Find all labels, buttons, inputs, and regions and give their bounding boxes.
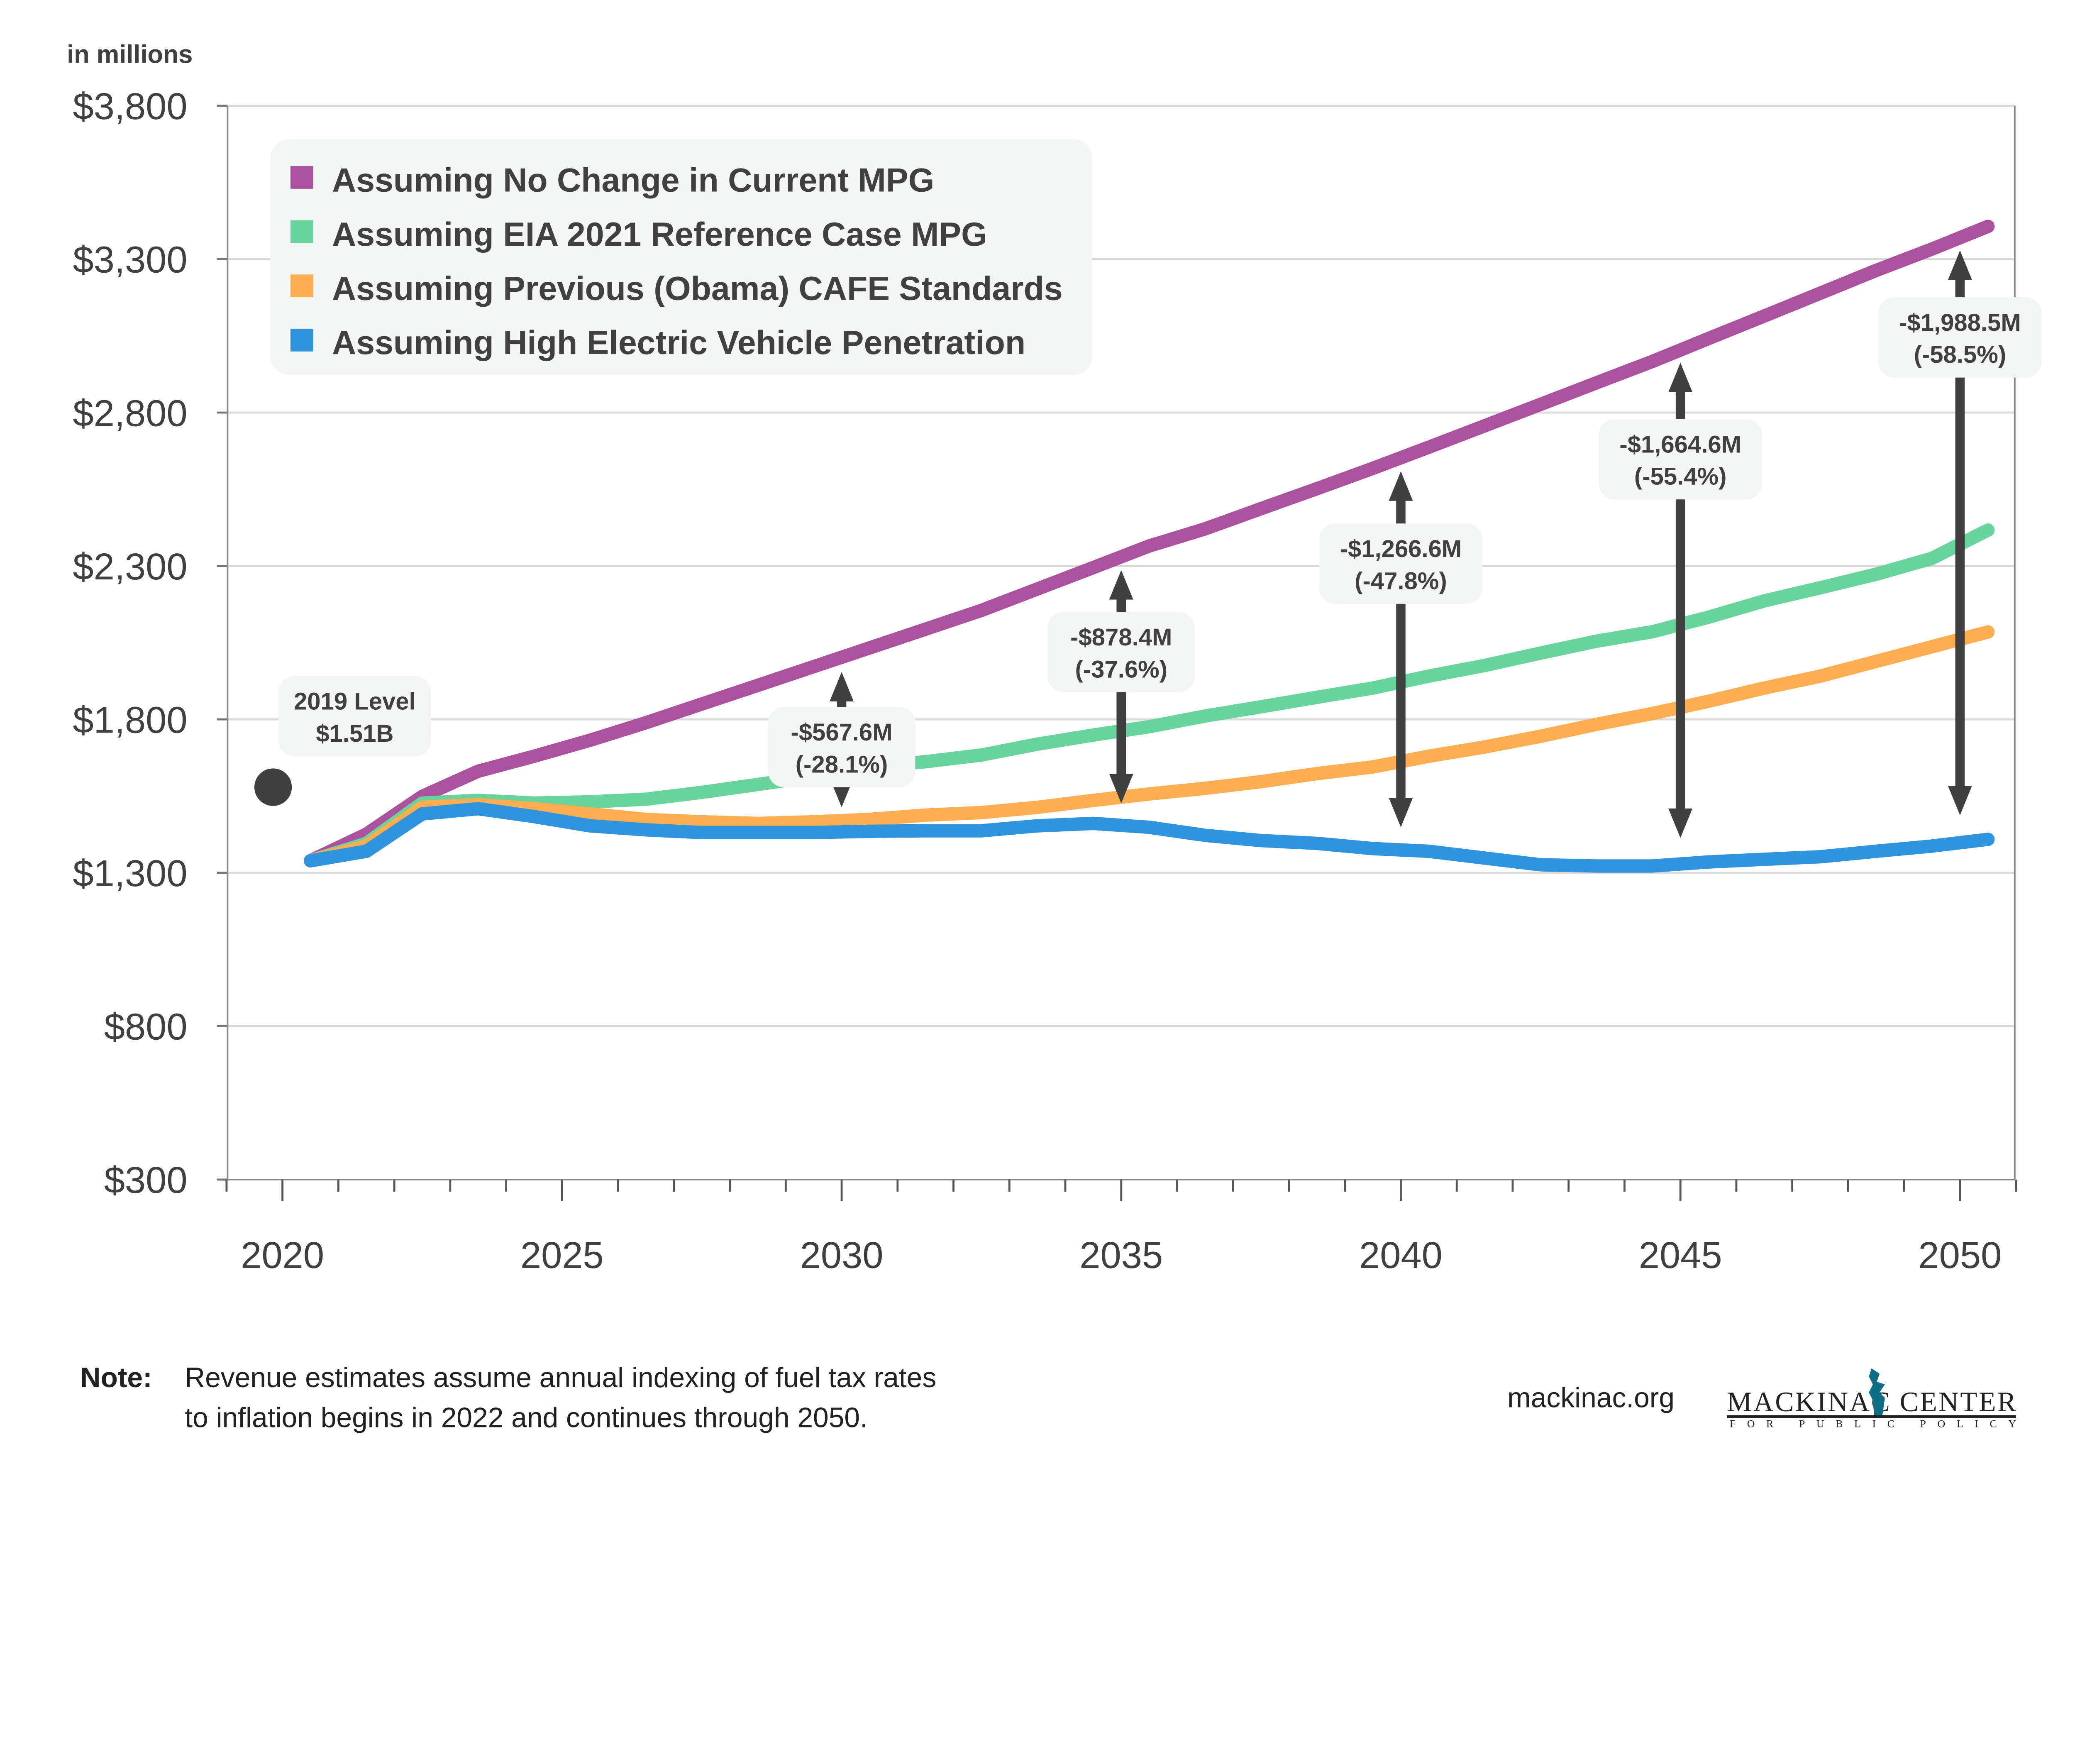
legend-item-label: Assuming No Change in Current MPG (332, 161, 934, 199)
annotation-percent: (-37.6%) (1075, 656, 1167, 683)
annotation-box (1319, 523, 1483, 604)
difference-annotation: -$1,266.6M (-47.8%) (1319, 471, 1483, 827)
series-line (303, 625, 1995, 867)
reference-label-line-2: $1.51B (316, 720, 393, 747)
annotation-amount: -$1,988.5M (1899, 309, 2021, 336)
legend-swatch (290, 328, 313, 352)
arrow-down-icon (1109, 774, 1133, 804)
series-line (303, 802, 1995, 873)
x-tick-label: 2020 (241, 1234, 324, 1276)
arrow-up-icon (1948, 250, 1972, 280)
y-axis-unit-label: in millions (67, 40, 193, 68)
series-lines (303, 220, 1995, 873)
annotation-amount: -$1,664.6M (1619, 431, 1741, 458)
y-tick-label: $3,800 (73, 86, 187, 127)
legend: Assuming No Change in Current MPG Assumin… (270, 139, 1093, 375)
arrow-up-icon (1109, 570, 1133, 600)
annotation-box (768, 707, 915, 787)
reference-label-box (278, 676, 431, 757)
annotation-amount: -$878.4M (1070, 624, 1172, 651)
x-tick-label: 2040 (1359, 1234, 1443, 1276)
arrow-down-icon (1389, 797, 1413, 827)
footer-note: Note: Revenue estimates assume annual in… (81, 1362, 937, 1434)
logo-rule (1727, 1415, 2016, 1418)
x-tick-label: 2025 (520, 1234, 604, 1276)
annotation-percent: (-55.4%) (1634, 463, 1727, 490)
y-tick-label: $1,300 (73, 853, 187, 894)
x-axis: 2020 2025 2030 2035 2040 2045 2050 (225, 1178, 2017, 1276)
revenue-line-chart: in millions $300 $800 $1,300 $1,800 $2,300 $2… (67, 40, 2042, 1434)
annotation-amount: -$567.6M (791, 719, 892, 746)
x-tick-label: 2045 (1639, 1234, 1722, 1276)
annotation-percent: (-28.1%) (796, 751, 888, 778)
legend-swatch (290, 220, 313, 243)
legend-item-label: Assuming High Electric Vehicle Penetrati… (332, 324, 1025, 362)
legend-item-label: Assuming EIA 2021 Reference Case MPG (332, 216, 987, 253)
y-tick-label: $300 (104, 1159, 188, 1201)
y-tick-label: $2,800 (73, 392, 187, 434)
annotation-box (1047, 612, 1195, 692)
difference-annotation: -$878.4M (-37.6%) (1047, 570, 1195, 804)
x-tick-label: 2030 (800, 1234, 884, 1276)
x-tick-label: 2050 (1918, 1234, 2002, 1276)
series-line (303, 220, 1995, 867)
x-tick-label: 2035 (1079, 1234, 1163, 1276)
legend-swatch (290, 274, 313, 298)
reference-point: 2019 Level $1.51B (254, 676, 431, 806)
annotation-amount: -$1,266.6M (1340, 535, 1462, 562)
y-tick-label: $1,800 (73, 699, 187, 741)
arrow-up-icon (830, 672, 854, 701)
annotations: -$567.6M (-28.1%) -$878.4M (-37.6%) -$1,266.… (768, 250, 2042, 838)
reference-dot (254, 768, 292, 806)
difference-annotation: -$1,664.6M (-55.4%) (1599, 362, 1762, 838)
legend-item-label: Assuming Previous (Obama) CAFE Standards (332, 270, 1063, 308)
annotation-box (1878, 297, 2042, 378)
reference-label-line-1: 2019 Level (294, 688, 416, 715)
difference-annotation: -$1,988.5M (-58.5%) (1878, 250, 2042, 816)
annotation-percent: (-58.5%) (1914, 341, 2007, 368)
y-tick-label: $800 (104, 1006, 188, 1048)
annotation-percent: (-47.8%) (1355, 567, 1447, 594)
arrow-up-icon (1668, 362, 1693, 392)
arrow-up-icon (1389, 471, 1413, 501)
michigan-icon (1869, 1368, 1885, 1417)
note-line-2: to inflation begins in 2022 and continue… (185, 1402, 868, 1434)
series-line (303, 523, 1995, 867)
arrow-down-icon (1668, 808, 1693, 838)
legend-box (270, 139, 1093, 375)
logo-subtext: FOR PUBLIC POLICY (1730, 1418, 2016, 1430)
website-link[interactable]: mackinac.org (1507, 1382, 1675, 1413)
annotation-box (1599, 419, 1762, 500)
difference-annotation: -$567.6M (-28.1%) (768, 672, 915, 807)
legend-swatch (290, 166, 313, 189)
note-line-1: Revenue estimates assume annual indexing… (185, 1362, 936, 1393)
arrow-down-icon (1948, 786, 1972, 816)
y-axis: $300 $800 $1,300 $1,800 $2,300 $2,800 $3,300 $3… (73, 86, 2016, 1201)
note-label: Note: (81, 1362, 152, 1393)
y-tick-label: $3,300 (73, 239, 187, 281)
y-tick-label: $2,300 (73, 546, 187, 588)
